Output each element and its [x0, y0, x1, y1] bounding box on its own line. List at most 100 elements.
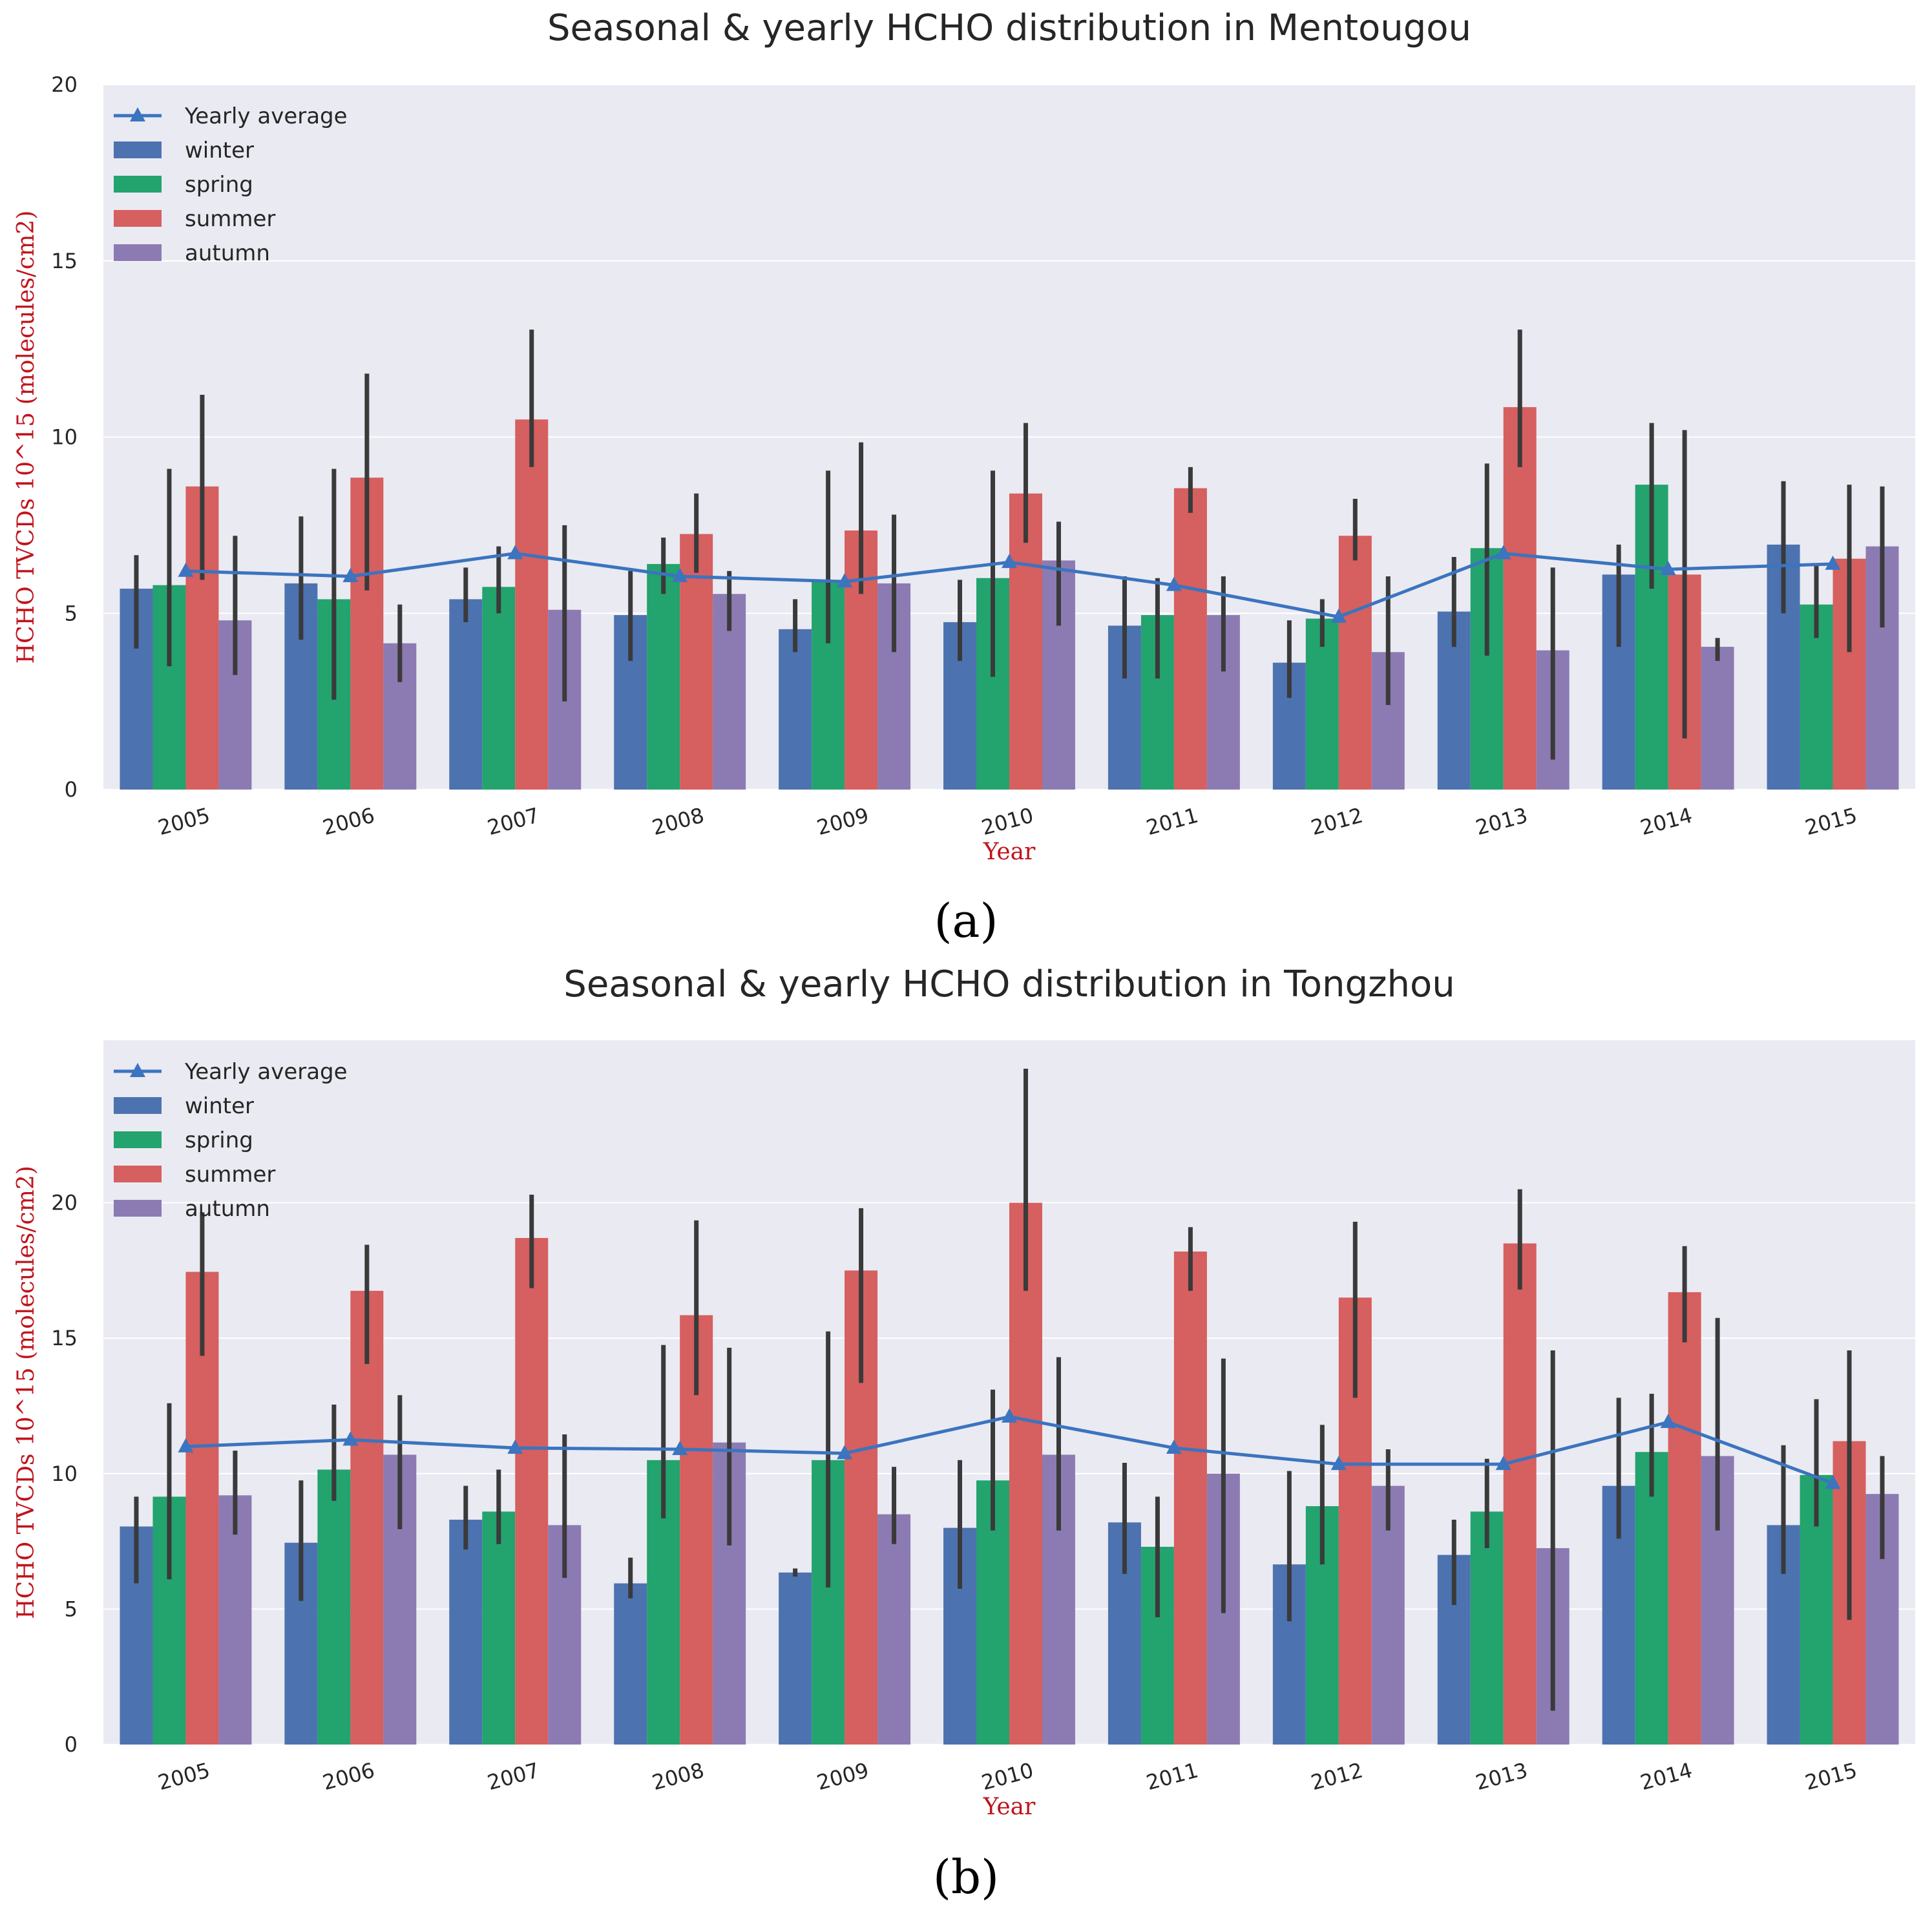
bar-summer-2013 — [1503, 1243, 1537, 1745]
x-tick-label: 2007 — [485, 802, 541, 840]
x-axis-label: Year — [983, 1794, 1036, 1820]
bar-summer-2013 — [1503, 407, 1537, 790]
legend-item-autumn: autumn — [114, 1196, 270, 1222]
x-tick-label: 2013 — [1473, 1757, 1530, 1795]
yearly-average-marker-2005 — [178, 1438, 194, 1452]
yearly-average-marker-2010 — [1002, 554, 1017, 569]
bar-summer-2007 — [515, 1238, 549, 1745]
yearly-average-marker-2008 — [672, 567, 688, 582]
chart-title: Seasonal & yearly HCHO distribution in T… — [563, 963, 1454, 1005]
yearly-average-marker-2015 — [1825, 1474, 1841, 1489]
yearly-average-marker-2015 — [1825, 555, 1841, 570]
legend-item-summer: summer — [114, 1162, 275, 1188]
legend-color-swatch — [114, 1166, 162, 1182]
legend-color-swatch — [114, 176, 162, 193]
y-tick-label: 5 — [65, 601, 78, 625]
panel-label-b: (b) — [933, 1850, 999, 1904]
legend-item-spring: spring — [114, 1127, 253, 1153]
legend-color-swatch — [114, 1097, 162, 1114]
y-axis-label: HCHO TVCDs 10^15 (molecules/cm2) — [13, 211, 39, 664]
y-axis-label: HCHO TVCDs 10^15 (molecules/cm2) — [13, 1166, 39, 1619]
panel-label-a: (a) — [934, 894, 998, 948]
legend-item-spring: spring — [114, 172, 253, 198]
yearly-average-marker-2014 — [1660, 1414, 1676, 1429]
legend-item-winter: winter — [114, 1093, 254, 1119]
bar-winter-2007 — [449, 599, 483, 790]
bar-spring-2006 — [317, 1469, 351, 1745]
bar-winter-2007 — [449, 1520, 483, 1745]
legend-label: Yearly average — [184, 103, 348, 129]
yearly-average-marker-2014 — [1660, 561, 1676, 576]
chart-mentougou: Seasonal & yearly HCHO distribution in M… — [13, 7, 1915, 865]
x-tick-label: 2006 — [320, 802, 377, 840]
x-tick-label: 2015 — [1802, 1757, 1859, 1795]
bar-spring-2007 — [482, 1511, 516, 1745]
bar-summer-2007 — [515, 419, 549, 790]
x-tick-label: 2008 — [649, 1757, 706, 1795]
x-tick-label: 2008 — [649, 802, 706, 840]
yearly-average-marker-2007 — [507, 1439, 523, 1454]
yearly-average-marker-2009 — [837, 573, 853, 588]
yearly-average-marker-2012 — [1330, 608, 1347, 623]
x-tick-label: 2014 — [1638, 1757, 1695, 1795]
x-tick-label: 2009 — [814, 1757, 871, 1795]
y-tick-label: 10 — [51, 425, 78, 450]
y-tick-label: 15 — [51, 249, 78, 273]
legend-label: autumn — [185, 1196, 270, 1222]
legend-label: autumn — [185, 240, 270, 266]
legend-item-summer: summer — [114, 206, 275, 232]
x-tick-label: 2013 — [1473, 802, 1530, 840]
legend-color-swatch — [114, 244, 162, 261]
yearly-average-marker-2012 — [1330, 1456, 1347, 1471]
legend-color-swatch — [114, 210, 162, 227]
x-axis-label: Year — [983, 839, 1036, 865]
x-tick-label: 2012 — [1308, 1757, 1365, 1795]
y-tick-label: 10 — [51, 1462, 78, 1486]
legend-label: winter — [185, 138, 254, 163]
x-tick-label: 2009 — [814, 802, 871, 840]
bar-autumn-2009 — [877, 1514, 911, 1745]
y-tick-label: 0 — [65, 777, 78, 802]
bar-spring-2007 — [482, 587, 516, 790]
x-tick-label: 2012 — [1308, 802, 1365, 840]
yearly-average-marker-2006 — [342, 567, 359, 582]
legend-color-swatch — [114, 1131, 162, 1148]
legend-item-yearly-average: Yearly average — [114, 1059, 348, 1085]
legend-color-swatch — [114, 1200, 162, 1217]
bar-autumn-2005 — [218, 1495, 252, 1745]
legend-label: winter — [185, 1093, 254, 1119]
bar-winter-2008 — [614, 1583, 647, 1745]
yearly-average-marker-2011 — [1166, 1439, 1182, 1454]
legend-label: Yearly average — [184, 1059, 348, 1085]
x-tick-label: 2006 — [320, 1757, 377, 1795]
yearly-average-marker-2009 — [837, 1445, 853, 1460]
x-tick-label: 2005 — [155, 802, 212, 840]
chart-tongzhou: Seasonal & yearly HCHO distribution in T… — [13, 963, 1915, 1820]
x-tick-label: 2015 — [1802, 802, 1859, 840]
y-tick-label: 5 — [65, 1597, 78, 1621]
bar-spring-2014 — [1635, 1452, 1668, 1745]
yearly-average-marker-2010 — [1002, 1408, 1017, 1423]
legend-marker-swatch — [130, 107, 145, 121]
bar-spring-2012 — [1305, 618, 1339, 790]
x-tick-label: 2010 — [979, 802, 1036, 840]
yearly-average-marker-2008 — [672, 1441, 688, 1456]
legend-label: summer — [185, 1162, 275, 1188]
yearly-average-marker-2013 — [1495, 545, 1511, 560]
bar-summer-2010 — [1009, 1202, 1042, 1745]
bar-spring-2013 — [1470, 1511, 1504, 1745]
y-tick-label: 15 — [51, 1326, 78, 1350]
bar-summer-2011 — [1173, 1252, 1207, 1745]
chart-title: Seasonal & yearly HCHO distribution in M… — [547, 7, 1471, 49]
yearly-average-marker-2005 — [178, 562, 194, 577]
yearly-average-marker-2007 — [507, 545, 523, 560]
y-tick-label: 20 — [51, 1191, 78, 1215]
yearly-average-marker-2013 — [1495, 1456, 1511, 1471]
yearly-average-marker-2011 — [1166, 576, 1182, 591]
legend-label: summer — [185, 206, 275, 232]
bar-summer-2014 — [1668, 1292, 1701, 1745]
bar-summer-2006 — [350, 1290, 384, 1745]
x-tick-label: 2010 — [979, 1757, 1036, 1795]
legend-marker-swatch — [130, 1063, 145, 1077]
bar-autumn-2014 — [1701, 647, 1734, 790]
